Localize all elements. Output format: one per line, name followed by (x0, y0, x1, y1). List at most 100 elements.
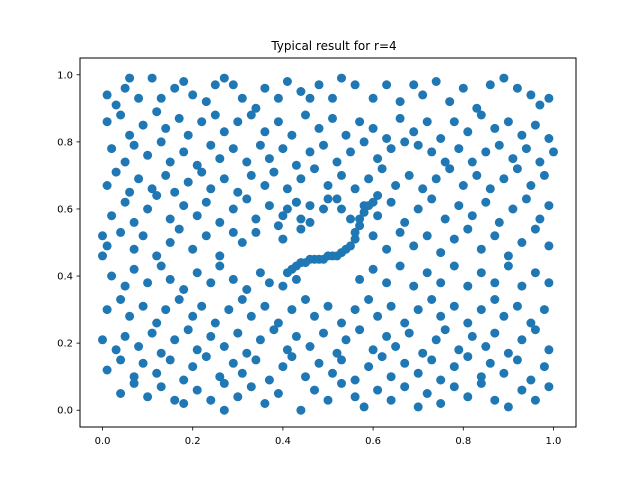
data-point (503, 261, 513, 271)
x-tick-label: 0.8 (455, 436, 471, 447)
data-point (427, 295, 437, 304)
data-point (188, 90, 198, 100)
data-point (134, 93, 144, 103)
data-point (485, 80, 495, 90)
data-point (440, 325, 450, 335)
data-point (458, 83, 468, 93)
data-point (530, 268, 540, 278)
data-point (215, 372, 225, 382)
data-point (156, 93, 166, 103)
data-point (346, 241, 355, 251)
data-point (499, 174, 509, 184)
data-point (210, 318, 220, 328)
data-point (409, 281, 419, 291)
data-point (192, 268, 202, 278)
data-point (143, 392, 153, 402)
data-point (526, 318, 536, 328)
data-point (305, 217, 315, 227)
data-point (350, 392, 360, 402)
data-point (463, 318, 473, 328)
data-point (400, 137, 410, 147)
data-point (490, 295, 500, 304)
data-point (107, 271, 117, 281)
data-point (129, 264, 139, 274)
data-point (359, 137, 369, 147)
plot-frame (79, 57, 577, 428)
data-point (174, 224, 184, 234)
data-point (242, 194, 252, 204)
data-point (449, 362, 459, 372)
data-point (273, 93, 283, 103)
data-point (395, 227, 405, 237)
data-point (233, 187, 243, 197)
data-point (341, 335, 351, 345)
data-point (544, 93, 554, 103)
data-point (210, 110, 220, 120)
data-point (508, 154, 518, 164)
data-point (395, 261, 405, 271)
data-point (282, 184, 292, 194)
data-point (395, 113, 405, 123)
data-point (120, 331, 130, 341)
data-point (310, 385, 319, 395)
data-point (296, 224, 306, 234)
data-point (183, 177, 193, 187)
data-point (544, 241, 554, 251)
data-point (350, 184, 360, 194)
data-point (192, 211, 202, 221)
data-point (404, 170, 414, 180)
data-point (183, 325, 193, 335)
data-point (206, 140, 216, 150)
data-point (364, 295, 374, 304)
data-point (431, 77, 441, 86)
data-point (436, 278, 446, 288)
data-point (219, 73, 229, 83)
data-point (129, 217, 139, 227)
data-point (454, 345, 464, 355)
data-point (368, 231, 378, 241)
data-point (418, 184, 428, 194)
y-axis: 0.0 0.2 0.4 0.6 0.8 1.0 (57, 70, 80, 417)
data-point (107, 144, 117, 154)
data-point (472, 170, 482, 180)
data-point (165, 274, 175, 284)
data-point (490, 278, 500, 288)
data-point (368, 197, 378, 207)
y-tick-label: 0.2 (57, 339, 73, 350)
data-point (521, 144, 531, 154)
data-point (449, 261, 459, 271)
data-point (454, 201, 464, 211)
data-point (170, 395, 180, 405)
data-point (116, 227, 126, 237)
data-point (197, 167, 207, 177)
data-point (494, 217, 504, 227)
data-point (174, 113, 184, 123)
data-point (517, 130, 527, 140)
data-point (98, 335, 107, 345)
data-point (143, 204, 153, 214)
data-point (102, 241, 112, 251)
data-point (125, 187, 135, 197)
data-point (337, 204, 346, 214)
data-point (535, 214, 545, 224)
data-point (161, 305, 171, 315)
data-point (116, 355, 126, 365)
data-point (255, 268, 265, 278)
data-point (197, 117, 207, 127)
data-point (188, 244, 198, 254)
data-point (282, 345, 292, 355)
data-point (386, 144, 396, 154)
data-point (147, 73, 157, 83)
data-point (391, 342, 401, 351)
data-point (377, 164, 387, 174)
data-point (544, 134, 554, 143)
data-point (215, 251, 225, 261)
data-point (228, 80, 238, 90)
data-point (242, 285, 252, 294)
data-point (201, 352, 211, 362)
data-point (120, 197, 130, 207)
data-point (409, 80, 419, 90)
data-point (156, 348, 166, 358)
data-point (219, 127, 229, 137)
